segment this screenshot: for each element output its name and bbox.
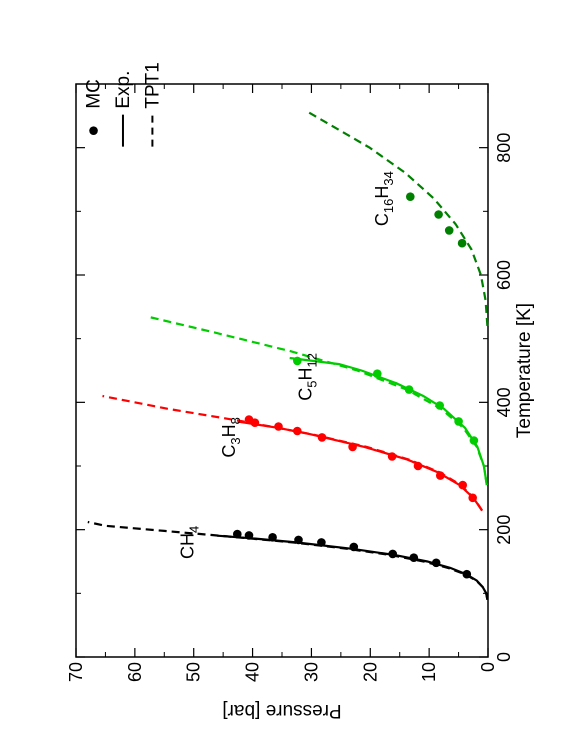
series-label-c16h34: C16H34	[372, 171, 396, 226]
mc-point-c3h8	[413, 461, 423, 471]
mc-point-ch4	[268, 533, 277, 542]
mc-point-ch4	[349, 542, 359, 552]
series-label-base: CH	[178, 533, 198, 559]
mc-point-c3h8	[317, 433, 327, 442]
plot-frame	[75, 83, 489, 658]
mc-point-c16h34	[457, 238, 467, 248]
y-tick-label: 50	[184, 662, 204, 682]
y-tick-label: 10	[419, 662, 439, 682]
mc-point-c3h8	[387, 452, 397, 461]
series-label-base: H	[219, 424, 239, 437]
y-tick-label: 60	[125, 662, 145, 682]
series-label-subscript: 4	[187, 526, 202, 533]
legend-label: TPT1	[142, 62, 163, 108]
series-label-c5h12: C5H12	[295, 353, 319, 401]
mc-point-c5h12	[454, 417, 463, 426]
tpt1-line-ch4	[87, 520, 489, 600]
mc-point-c5h12	[373, 369, 382, 378]
tpt1-line-c5h12	[146, 315, 488, 486]
mc-point-c3h8	[244, 415, 254, 424]
mc-point-ch4	[244, 531, 254, 540]
legend-marker-mc	[89, 126, 98, 135]
mc-point-c3h8	[458, 480, 468, 490]
mc-point-c3h8	[436, 471, 445, 480]
series-label-subscript: 3	[228, 437, 243, 444]
mc-point-ch4	[462, 569, 472, 579]
series-label-base: H	[295, 368, 315, 381]
mc-point-ch4	[388, 549, 398, 559]
mc-point-c3h8	[293, 426, 302, 436]
series-label-subscript: 5	[304, 381, 319, 388]
mc-point-c3h8	[468, 493, 478, 503]
series-label-subscript: 8	[228, 417, 243, 424]
markers-layer	[233, 192, 479, 579]
y-tick-label: 30	[301, 662, 321, 682]
mc-point-c3h8	[274, 422, 283, 431]
legend-label: MC	[84, 79, 105, 109]
tpt1-line-c3h8	[102, 394, 484, 512]
mc-point-c16h34	[406, 192, 415, 201]
mc-point-c5h12	[469, 436, 479, 445]
mc-point-c3h8	[348, 442, 357, 452]
mc-point-ch4	[431, 558, 441, 568]
curves-layer	[87, 111, 489, 600]
mc-point-c16h34	[444, 226, 454, 235]
legend: MC Exp. TPT1	[84, 62, 163, 147]
x-tick-label: 400	[494, 387, 514, 417]
x-tick-label: 800	[494, 133, 514, 163]
mc-point-ch4	[317, 538, 326, 547]
mc-point-c5h12	[435, 401, 445, 410]
series-label-subscript: 12	[304, 353, 319, 367]
x-tick-label: 0	[494, 652, 514, 662]
mc-point-c5h12	[404, 385, 414, 394]
series-label-base: C	[219, 445, 239, 458]
ticks-layer: 0 200 400 600 800 0 10 20 30 40 50 60 70	[66, 84, 514, 682]
legend-label: Exp.	[113, 71, 134, 109]
x-tick-label: 600	[494, 260, 514, 290]
series-label-ch4: CH4	[178, 526, 202, 559]
x-axis-label: Temperature [K]	[514, 303, 535, 438]
y-axis-label: Pressure [bar]	[222, 700, 341, 721]
series-label-subscript: 34	[381, 171, 396, 185]
mc-point-ch4	[409, 553, 419, 562]
series-label-base: C	[295, 388, 315, 401]
y-tick-label: 70	[66, 662, 86, 682]
mc-point-c16h34	[434, 210, 443, 219]
x-tick-label: 200	[494, 515, 514, 545]
y-tick-label: 40	[243, 662, 263, 682]
series-label-base: C	[372, 213, 392, 226]
series-label-base: H	[372, 186, 392, 199]
mc-point-c5h12	[293, 356, 302, 366]
tpt1-line-c16h34	[308, 111, 489, 326]
y-tick-label: 0	[478, 662, 498, 672]
mc-point-ch4	[294, 535, 303, 545]
exp-line-c3h8	[237, 420, 484, 512]
y-tick-label: 20	[360, 662, 380, 682]
mc-point-ch4	[233, 529, 242, 539]
series-label-c3h8: C3H8	[219, 417, 243, 457]
series-label-subscript: 16	[381, 199, 396, 213]
